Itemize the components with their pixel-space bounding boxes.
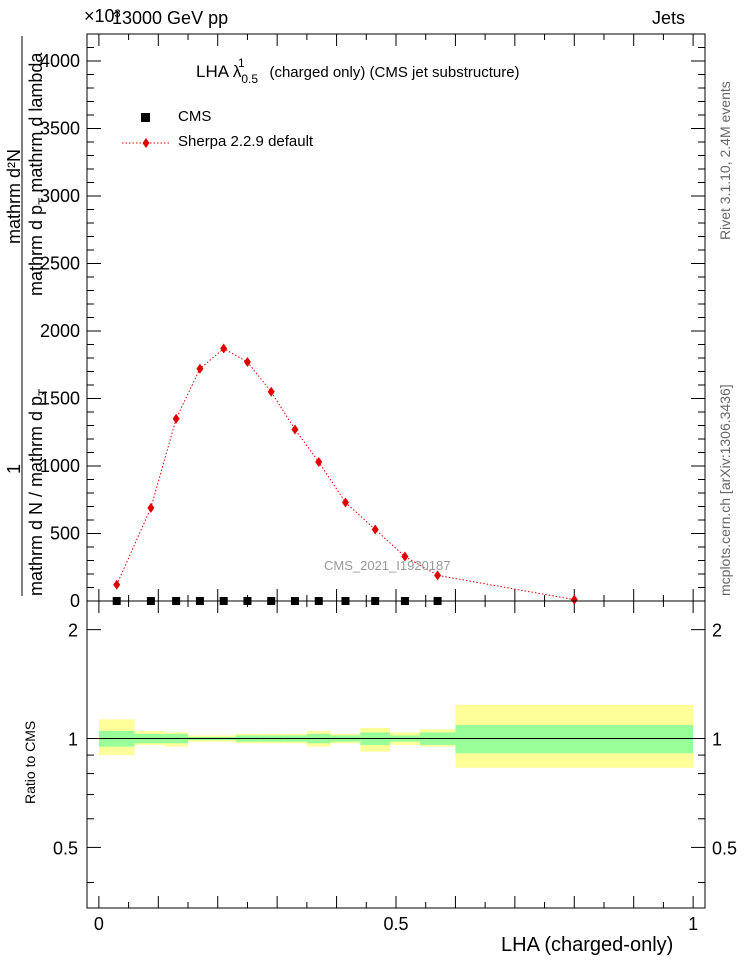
x-tick-label: 0 xyxy=(94,914,104,934)
chart-title-suffix: (charged only) (CMS jet substructure) xyxy=(269,64,520,81)
header-exponent: ×10³ xyxy=(84,6,121,26)
chart-title-sub: 0.5 xyxy=(241,72,259,86)
y-tick-label: 1500 xyxy=(40,389,80,409)
chart-title-sup: 1 xyxy=(238,56,245,70)
x-tick-label: 1 xyxy=(688,914,698,934)
legend-marker-sherpa xyxy=(142,138,150,148)
y-tick-label: 3500 xyxy=(40,119,80,139)
ratio-band-inner xyxy=(455,724,694,754)
ratio-y-tick-label-right: 0.5 xyxy=(712,838,737,858)
legend-entry-cms: CMS xyxy=(178,108,212,125)
data-point-sherpa xyxy=(401,551,409,562)
data-point-sherpa xyxy=(220,343,228,354)
data-point-sherpa xyxy=(291,424,299,435)
y-axis-label-denominator: mathrm d N / mathrm d pT xyxy=(26,389,50,596)
header-left: 13000 GeV pp xyxy=(112,8,229,28)
legend-entry-sherpa: Sherpa 2.2.9 default xyxy=(178,133,314,150)
x-tick-label: 0.5 xyxy=(383,914,408,934)
legend-marker-cms xyxy=(141,113,150,122)
data-point-sherpa xyxy=(243,357,251,368)
header-right: Jets xyxy=(652,8,686,28)
y-label-den-full: mathrm d N / mathrm d p xyxy=(26,395,46,596)
y-tick-label: 2000 xyxy=(40,321,80,341)
data-point-sherpa xyxy=(341,497,349,508)
data-point-sherpa xyxy=(371,524,379,535)
chart-title: LHA λ0.5 1 (charged only) (CMS jet substr… xyxy=(196,56,520,86)
ratio-panel xyxy=(86,600,706,909)
y-axis-label-numerator-2: mathrm d pT mathrm d lambda xyxy=(26,53,50,296)
side-label-mcplots: mcplots.cern.ch [arXiv:1306.3436] xyxy=(717,384,733,596)
main-panel xyxy=(21,33,706,908)
y-label-num-sub: T xyxy=(36,197,50,205)
ratio-y-axis-label: Ratio to CMS xyxy=(22,720,38,804)
ratio-y-tick-label-right: 1 xyxy=(712,730,722,750)
side-label-rivet: Rivet 3.1.10, 2.4M events xyxy=(717,81,733,240)
data-point-sherpa xyxy=(570,594,578,605)
y-label-num-b: mathrm d lambda xyxy=(26,52,46,193)
data-point-sherpa xyxy=(172,413,180,424)
series-line-sherpa xyxy=(116,347,575,601)
ratio-y-tick-label: 2 xyxy=(68,621,78,641)
y-axis-label-denominator-one: 1 xyxy=(4,463,24,474)
y-tick-label: 3000 xyxy=(40,186,80,206)
x-axis-label: LHA (charged-only) xyxy=(501,934,674,956)
y-tick-label: 500 xyxy=(50,524,80,544)
y-axis-label-numerator: mathrm d²N xyxy=(4,149,25,244)
data-point-sherpa xyxy=(315,456,323,467)
chart-text: 0 0.5 1 0 500 1000 1500 2000 2500 3000 3500 4000 0.5… xyxy=(40,51,737,934)
data-point-sherpa xyxy=(196,363,204,374)
y-tick-label: 0 xyxy=(70,591,80,611)
data-point-sherpa xyxy=(113,579,121,590)
watermark: CMS_2021_I1920187 xyxy=(324,558,451,573)
y-label-num-a: mathrm d p xyxy=(26,204,46,296)
ratio-y-tick-label-right: 2 xyxy=(712,621,722,641)
y-tick-label: 2500 xyxy=(40,254,80,274)
ratio-y-tick-label: 0.5 xyxy=(53,838,78,858)
y-label-den-sub: T xyxy=(36,388,50,396)
ratio-y-tick-label: 1 xyxy=(68,730,78,750)
data-point-sherpa xyxy=(267,386,275,397)
data-point-sherpa xyxy=(434,570,442,581)
y-label-num: mathrm d²N xyxy=(4,148,24,244)
ratio-frame xyxy=(86,600,706,909)
data-point-sherpa xyxy=(147,502,155,513)
y-tick-label: 1000 xyxy=(40,456,80,476)
chart-title-prefix: LHA λ xyxy=(196,62,242,81)
y-tick-label: 4000 xyxy=(40,51,80,71)
